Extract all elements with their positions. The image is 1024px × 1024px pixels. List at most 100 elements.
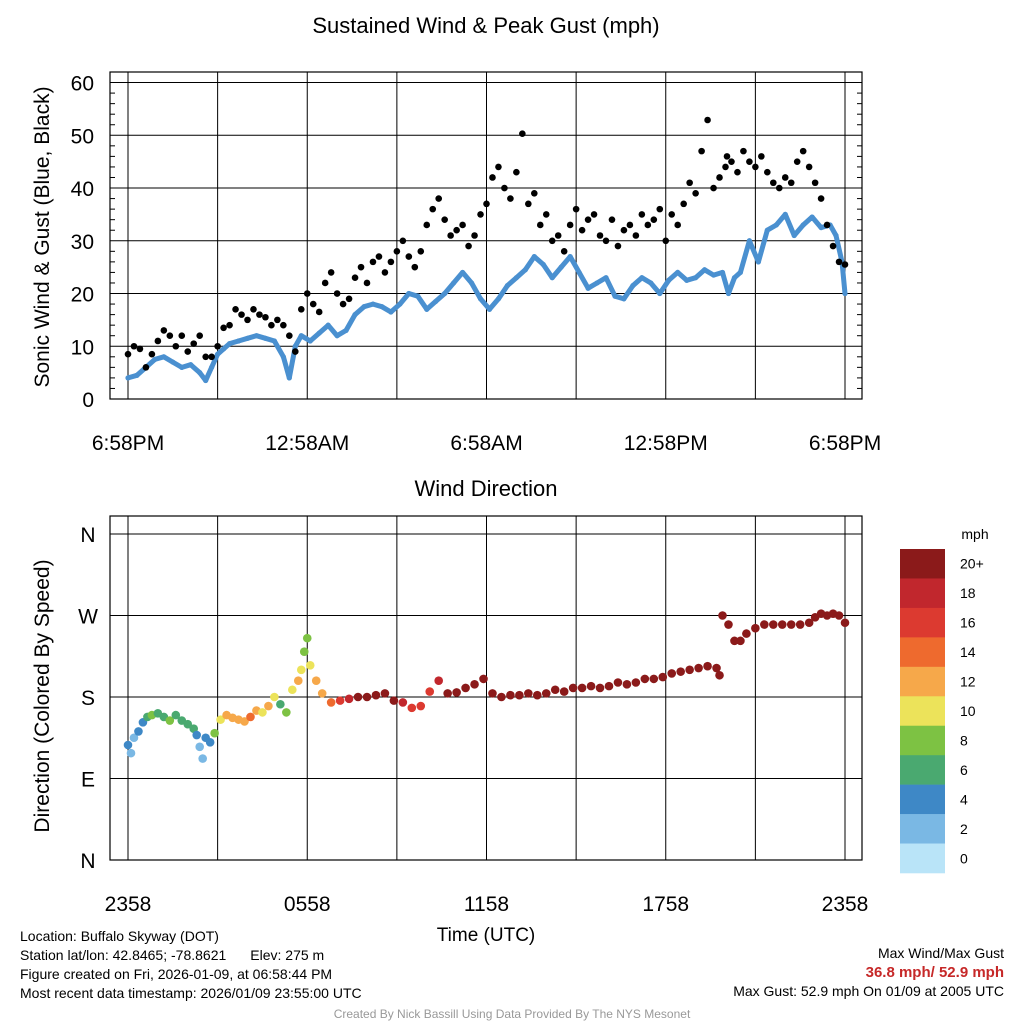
sustained-wind-point — [406, 290, 412, 297]
top-xtick-label: 6:58PM — [92, 432, 164, 455]
direction-point — [398, 698, 408, 707]
peak-gust-point — [723, 153, 731, 160]
direction-point — [134, 727, 143, 736]
peak-gust-point — [548, 237, 556, 245]
sustained-wind-point — [221, 346, 227, 352]
bottom-chart-xlabel: Time (UTC) — [437, 925, 536, 946]
direction-point — [532, 690, 542, 700]
sustained-wind-point — [125, 375, 131, 381]
direction-point — [541, 689, 551, 698]
top-chart-ylabel: Sonic Wind & Gust (Blue, Black) — [31, 86, 54, 387]
peak-gust-point — [811, 179, 819, 187]
direction-point — [613, 678, 623, 687]
peak-gust-point — [805, 163, 813, 171]
direction-point — [751, 623, 760, 633]
sustained-wind-point — [675, 269, 681, 276]
peak-gust-point — [214, 342, 221, 350]
station-info: Location: Buffalo Skyway (DOT) Station l… — [20, 927, 362, 1003]
sustained-wind-point — [731, 275, 738, 281]
legend-title: mph — [961, 526, 988, 542]
peak-gust-point — [501, 184, 508, 192]
max-values: 36.8 mph/ 52.9 mph — [865, 964, 1004, 981]
direction-point — [577, 683, 587, 693]
sustained-wind-point — [495, 296, 502, 302]
peak-gust-point — [513, 168, 520, 176]
bottom-chart-grid — [110, 516, 862, 861]
peak-gust-point — [333, 290, 341, 297]
peak-gust-point — [387, 258, 395, 266]
top-xtick-label: 6:58AM — [450, 432, 522, 455]
peak-gust-point — [578, 226, 586, 234]
sustained-wind-point — [415, 293, 421, 299]
top-ytick-label: 60 — [71, 73, 94, 96]
sustained-wind-point — [179, 364, 185, 370]
peak-gust-point — [764, 168, 771, 176]
top-ytick-label: 50 — [71, 125, 94, 148]
peak-gust-point — [525, 200, 532, 208]
recent-text: Most recent data timestamp: 2026/01/09 2… — [20, 985, 362, 1001]
direction-point — [210, 728, 219, 738]
sustained-wind-point — [684, 277, 690, 283]
sustained-wind-point — [737, 269, 744, 276]
sustained-wind-point — [842, 290, 848, 297]
sustained-wind-point — [701, 267, 708, 273]
direction-point — [736, 636, 745, 646]
peak-gust-point — [268, 321, 275, 329]
peak-gust-point — [704, 116, 711, 124]
sustained-wind-point — [468, 280, 475, 286]
peak-gust-point — [327, 269, 335, 276]
peak-gust-point — [835, 258, 843, 266]
peak-gust-point — [728, 158, 735, 165]
sustained-wind-point — [594, 280, 600, 286]
sustained-wind-point — [433, 298, 439, 305]
bottom-xtick-label: 1158 — [464, 893, 509, 916]
peak-gust-point — [614, 242, 622, 250]
sustained-wind-point — [280, 354, 286, 360]
sustained-wind-point — [513, 275, 519, 281]
peak-gust-point — [489, 174, 496, 181]
peak-gust-point — [483, 200, 490, 208]
sustained-wind-point — [531, 253, 537, 260]
sustained-wind-point — [460, 269, 466, 276]
peak-gust-point — [536, 221, 544, 229]
sustained-wind-point — [648, 280, 654, 286]
legend-label: 0 — [960, 850, 968, 866]
peak-gust-point — [572, 205, 580, 213]
sustained-wind-point — [197, 370, 203, 376]
direction-point — [703, 661, 712, 671]
peak-gust-point — [829, 242, 837, 250]
peak-gust-point — [584, 216, 592, 223]
peak-gust-point — [309, 300, 317, 308]
peak-gust-point — [280, 321, 287, 329]
peak-gust-point — [752, 163, 759, 171]
sustained-wind-point — [209, 364, 215, 370]
direction-point — [344, 694, 354, 704]
direction-point — [299, 647, 309, 657]
direction-point — [760, 620, 769, 629]
legend-swatch — [900, 814, 945, 844]
direction-point — [640, 674, 650, 684]
sustained-wind-point — [388, 309, 394, 315]
direction-point — [198, 754, 207, 763]
peak-gust-point — [566, 221, 574, 229]
peak-gust-point — [495, 163, 502, 171]
peak-gust-point — [154, 337, 162, 345]
sustained-wind-point — [152, 356, 158, 363]
peak-gust-point — [166, 332, 174, 340]
direction-point — [595, 683, 605, 693]
top-xtick-label: 12:58PM — [624, 432, 708, 455]
direction-point — [276, 699, 285, 709]
direction-point — [586, 681, 596, 691]
peak-gust-point — [363, 279, 371, 287]
sustained-wind-point — [253, 333, 260, 339]
direction-point — [302, 633, 312, 643]
direction-point — [240, 717, 249, 726]
peak-gust-point — [196, 332, 203, 340]
peak-gust-point — [465, 242, 472, 250]
direction-point — [730, 636, 739, 646]
legend-label: 14 — [960, 644, 976, 660]
sustained-wind-point — [286, 375, 292, 381]
direction-point — [622, 680, 632, 689]
direction-point — [524, 689, 533, 698]
peak-gust-point — [172, 342, 180, 350]
